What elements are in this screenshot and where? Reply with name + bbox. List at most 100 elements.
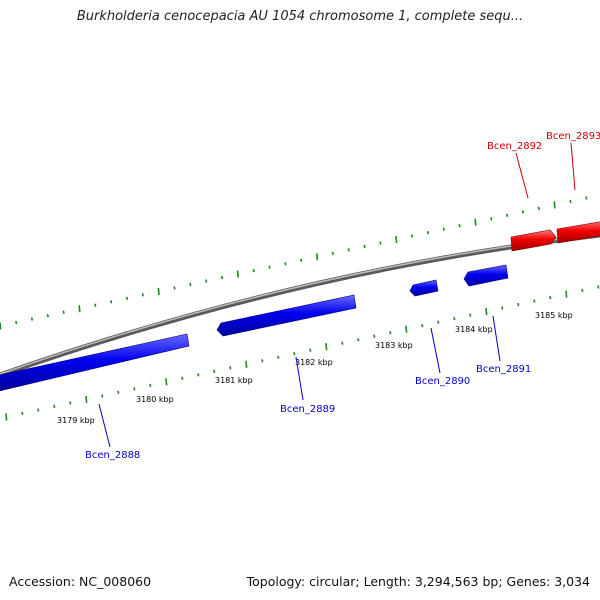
tick-mark-upper: [300, 258, 303, 262]
kbp-label-3183: 3183 kbp: [375, 341, 413, 350]
gene-label-Bcen_2892[interactable]: Bcen_2892: [487, 141, 542, 152]
tick-mark-upper: [189, 282, 192, 287]
tick-mark-lower: [309, 348, 312, 352]
tick-mark-upper: [569, 199, 572, 204]
tick-mark-upper: [94, 303, 97, 307]
tick-mark-lower: [421, 323, 424, 328]
gene-label-Bcen_2890[interactable]: Bcen_2890: [415, 376, 470, 387]
tick-mark-upper: [110, 300, 113, 304]
gene-Bcen_2889-arrow[interactable]: [216, 294, 357, 337]
tick-mark-lower: [69, 401, 72, 405]
tick-mark-lower: [581, 288, 584, 293]
tick-mark-upper: [0, 322, 2, 330]
tick-mark-lower: [485, 308, 488, 316]
tick-mark-lower: [405, 325, 408, 333]
tick-mark-upper: [205, 279, 208, 283]
tick-mark-lower: [325, 343, 328, 351]
gene-Bcen_2891-arrow[interactable]: [463, 264, 509, 287]
tick-mark-lower: [261, 359, 264, 363]
tick-mark-upper: [268, 265, 271, 269]
tick-mark-upper: [379, 241, 382, 245]
tick-mark-lower: [565, 290, 568, 298]
tick-mark-lower: [181, 376, 184, 381]
tick-mark-lower: [165, 378, 168, 386]
tick-row-upper: [0, 196, 588, 330]
tick-mark-upper: [141, 293, 144, 297]
tick-mark-lower: [213, 369, 216, 373]
tick-mark-lower: [389, 331, 392, 335]
tick-mark-upper: [553, 201, 556, 209]
tick-mark-lower: [21, 411, 24, 416]
kbp-label-3181: 3181 kbp: [215, 376, 253, 385]
tick-mark-upper: [458, 224, 461, 228]
tick-mark-upper: [78, 305, 81, 313]
tick-mark-lower: [533, 299, 536, 303]
kbp-label-3184: 3184 kbp: [455, 325, 493, 334]
tick-mark-lower: [85, 395, 88, 404]
tick-mark-lower: [357, 338, 360, 342]
tick-mark-upper: [363, 244, 366, 249]
tick-mark-lower: [549, 295, 552, 300]
tick-mark-upper: [62, 310, 65, 314]
tick-mark-lower: [453, 316, 456, 321]
tick-mark-lower: [517, 302, 520, 307]
tick-mark-upper: [585, 196, 588, 200]
tick-mark-lower: [149, 383, 152, 388]
tick-mark-lower: [53, 404, 56, 409]
tick-mark-lower: [197, 373, 200, 377]
tick-mark-upper: [220, 275, 224, 280]
gene-label-Bcen_2888[interactable]: Bcen_2888: [85, 450, 140, 461]
gene-label-Bcen_2891[interactable]: Bcen_2891: [476, 364, 531, 375]
tick-mark-upper: [15, 320, 18, 325]
tick-mark-lower: [37, 408, 40, 412]
tick-mark-lower: [117, 390, 120, 395]
gene-label-Bcen_2893[interactable]: Bcen_2893: [546, 131, 600, 142]
tick-mark-upper: [521, 210, 525, 214]
tick-mark-lower: [341, 341, 344, 345]
tick-mark-upper: [284, 262, 287, 266]
tick-mark-upper: [490, 217, 493, 221]
map-title: Burkholderia cenocepacia AU 1054 chromos…: [76, 9, 524, 24]
tick-mark-upper: [537, 206, 540, 211]
tick-mark-lower: [229, 366, 232, 370]
tick-mark-lower: [293, 352, 296, 356]
tick-mark-lower: [133, 387, 136, 391]
tick-mark-upper: [125, 296, 129, 300]
tick-mark-upper: [173, 286, 176, 290]
kbp-label-3180: 3180 kbp: [136, 395, 174, 404]
sequence-summary: Topology: circular; Length: 3,294,563 bp…: [246, 574, 590, 589]
gene-Bcen_2890-arrow[interactable]: [409, 279, 439, 297]
kbp-label-3182: 3182 kbp: [295, 358, 333, 367]
tick-mark-lower: [597, 285, 600, 289]
chromosome-backbone: [0, 232, 600, 378]
tick-mark-upper: [46, 313, 49, 318]
tick-mark-upper: [395, 235, 398, 244]
tick-row-lower: [5, 285, 600, 421]
tick-mark-upper: [315, 253, 319, 261]
gene-Bcen_2893-arrow[interactable]: [556, 221, 600, 244]
tick-mark-upper: [252, 268, 255, 273]
tick-mark-lower: [101, 394, 104, 398]
gene-label-leaders: [98, 142, 576, 448]
kbp-label-3185: 3185 kbp: [535, 311, 573, 320]
tick-mark-upper: [474, 218, 477, 226]
tick-mark-upper: [331, 251, 334, 256]
accession-text: Accession: NC_008060: [9, 574, 152, 589]
tick-mark-upper: [442, 227, 445, 231]
tick-mark-lower: [501, 306, 504, 310]
tick-mark-upper: [410, 234, 414, 238]
tick-mark-lower: [469, 313, 472, 317]
tick-mark-lower: [277, 355, 280, 359]
tick-mark-lower: [437, 320, 440, 324]
kbp-label-3179: 3179 kbp: [57, 416, 95, 425]
tick-mark-lower: [245, 360, 248, 368]
gene-Bcen_2888-arrow[interactable]: [0, 333, 190, 392]
tick-mark-upper: [347, 248, 350, 252]
tick-mark-lower: [5, 413, 8, 421]
tick-mark-upper: [30, 317, 34, 321]
gene-label-Bcen_2889[interactable]: Bcen_2889: [280, 404, 335, 415]
tick-mark-upper: [426, 230, 430, 235]
gene-Bcen_2892-arrow[interactable]: [510, 229, 557, 252]
tick-mark-upper: [236, 270, 239, 278]
